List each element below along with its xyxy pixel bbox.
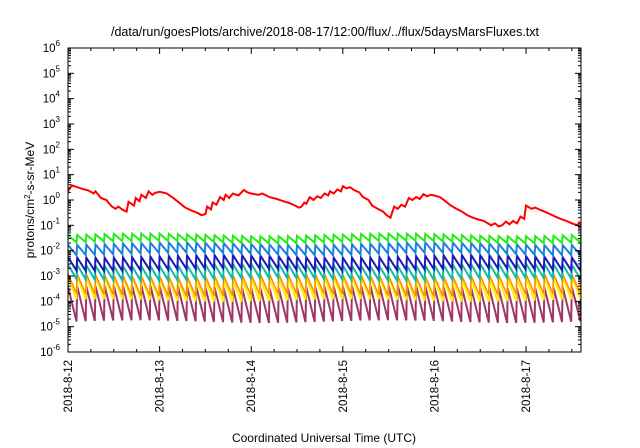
y-tick-label: 102 bbox=[43, 140, 61, 156]
x-axis-label: Coordinated Universal Time (UTC) bbox=[232, 431, 416, 445]
y-tick-label: 105 bbox=[43, 64, 61, 80]
y-tick-label: 106 bbox=[43, 39, 61, 55]
y-axis-label-rest: -s-sr-MeV bbox=[23, 142, 37, 195]
x-tick-label: 2018-8-14 bbox=[246, 359, 258, 412]
y-tick-label: 10-2 bbox=[40, 242, 60, 258]
x-axis: 2018-8-12 2018-8-13 2018-8-14 2018-8-15 2018… bbox=[63, 48, 573, 412]
series-line bbox=[68, 184, 581, 228]
y-tick-label: 104 bbox=[43, 90, 61, 106]
y-axis: 10-6 10-5 10-4 10-3 10-2 10-1 100 101 102 103 104 1… bbox=[40, 39, 581, 359]
y-tick-label: 10-6 bbox=[40, 343, 60, 359]
x-tick-label: 2018-8-13 bbox=[155, 360, 167, 412]
series-line bbox=[68, 251, 581, 275]
y-tick-label: 10-3 bbox=[40, 267, 60, 283]
plot-series bbox=[68, 184, 581, 324]
x-tick-label: 2018-8-16 bbox=[429, 360, 441, 412]
chart-title: /data/run/goesPlots/archive/2018-08-17/1… bbox=[111, 25, 540, 39]
y-tick-label: 10-4 bbox=[40, 292, 60, 308]
y-tick-label: 10-5 bbox=[40, 318, 60, 334]
series-line bbox=[68, 231, 581, 246]
y-tick-label: 100 bbox=[43, 191, 61, 207]
x-tick-label: 2018-8-15 bbox=[338, 360, 350, 412]
x-tick-label: 2018-8-17 bbox=[521, 360, 533, 412]
y-tick-label: 10-1 bbox=[40, 216, 60, 232]
y-tick-label: 103 bbox=[43, 115, 61, 131]
x-tick-label: 2018-8-12 bbox=[63, 360, 75, 412]
y-tick-label: 101 bbox=[43, 166, 61, 182]
y-axis-label-main: protons/cm bbox=[23, 199, 37, 258]
y-axis-label: protons/cm2-s-sr-MeV bbox=[23, 142, 38, 258]
y-axis-label-sup: 2 bbox=[23, 194, 32, 199]
series-line bbox=[68, 239, 581, 258]
